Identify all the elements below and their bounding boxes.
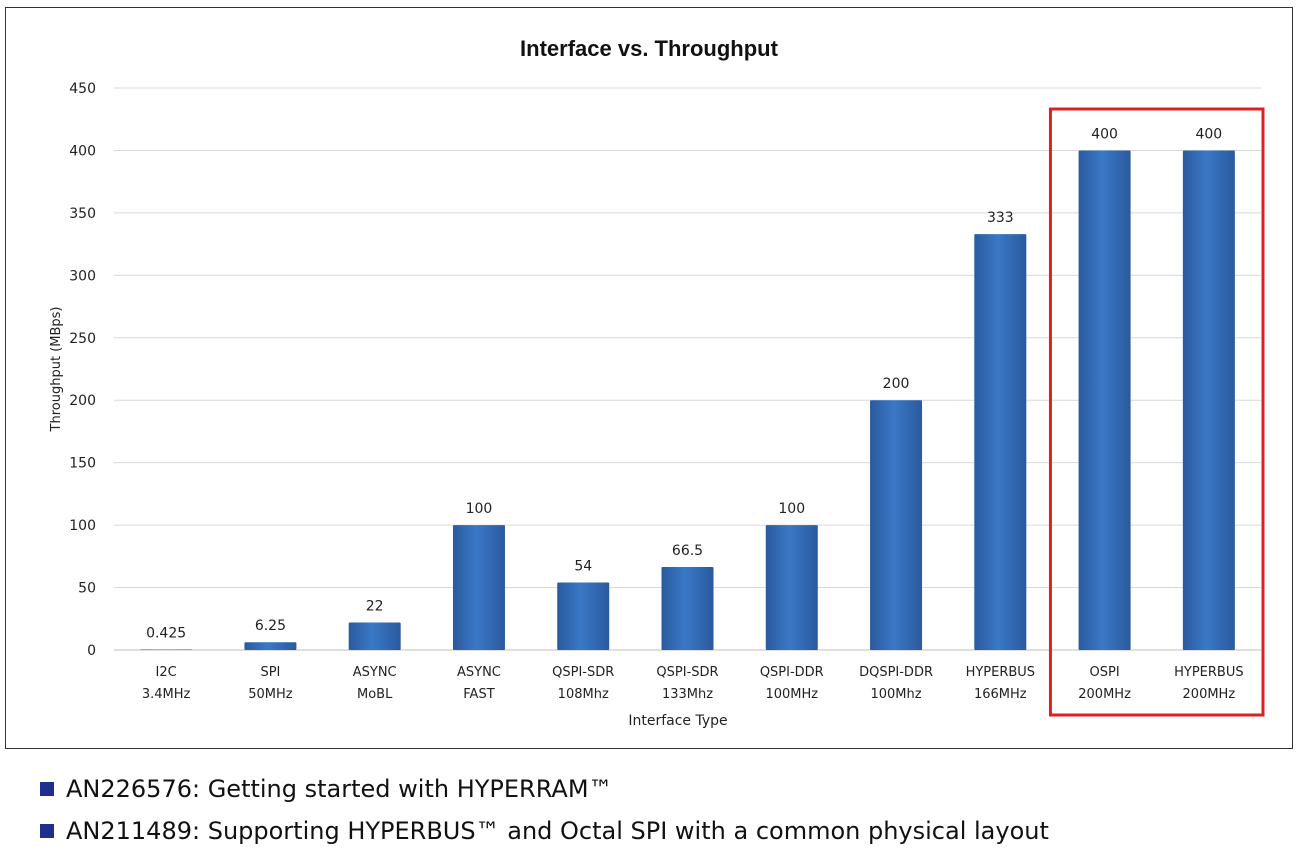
x-tick-label: I2C (156, 665, 177, 680)
bar (765, 525, 818, 650)
data-label: 22 (366, 599, 384, 615)
x-tick-label: 200MHz (1078, 687, 1131, 702)
x-tick-label: 50MHz (248, 687, 293, 702)
reference-item: AN211489: Supporting HYPERBUS™ and Octal… (40, 810, 1280, 852)
x-tick-label: 133Mhz (662, 687, 713, 702)
reference-item: AN226576: Getting started with HYPERRAM™ (40, 768, 1280, 810)
x-tick-label: 200MHz (1183, 687, 1236, 702)
x-tick-label: QSPI-DDR (760, 665, 824, 680)
bar (557, 582, 610, 650)
x-tick-label: 100MHz (765, 687, 818, 702)
x-tick-label: ASYNC (457, 665, 501, 680)
x-tick-label: HYPERBUS (1174, 665, 1244, 680)
bar (452, 525, 505, 650)
data-label: 400 (1195, 126, 1222, 142)
y-tick-label: 250 (69, 331, 96, 347)
data-label: 54 (574, 559, 592, 575)
x-tick-label: SPI (260, 665, 280, 680)
reference-text: AN226576: Getting started with HYPERRAM™ (66, 775, 613, 803)
x-tick-label: QSPI-SDR (552, 665, 614, 680)
x-tick-label: HYPERBUS (966, 665, 1036, 680)
x-tick-label: DQSPI-DDR (859, 665, 933, 680)
chart-title: Interface vs. Throughput (520, 36, 779, 61)
reference-list: AN226576: Getting started with HYPERRAM™… (40, 768, 1280, 852)
data-label: 0.425 (146, 625, 186, 641)
square-bullet-icon (40, 824, 54, 838)
y-tick-label: 100 (69, 518, 96, 534)
data-label: 100 (778, 501, 805, 517)
bar-chart: Interface vs. Throughput 0 50 100 150 200 250 3… (49, 36, 1265, 729)
y-tick-label: 450 (69, 81, 96, 97)
x-tick-label: ASYNC (353, 665, 397, 680)
bar (1078, 150, 1131, 650)
bar (244, 642, 297, 650)
x-tick-label: 100Mhz (870, 687, 921, 702)
data-label: 66.5 (672, 543, 703, 559)
square-bullet-icon (40, 782, 54, 796)
x-tick-label: MoBL (357, 687, 393, 702)
y-tick-label: 0 (87, 643, 96, 659)
highlight-box (1048, 107, 1265, 717)
y-tick-label: 300 (69, 268, 96, 284)
data-label: 333 (987, 210, 1014, 226)
bar (974, 234, 1027, 650)
data-label: 100 (466, 501, 493, 517)
bar (348, 622, 401, 650)
y-tick-label: 350 (69, 206, 96, 222)
y-tick-label: 200 (69, 393, 96, 409)
data-label: 200 (883, 376, 910, 392)
data-label: 400 (1091, 126, 1118, 142)
y-tick-label: 150 (69, 456, 96, 472)
x-tick-label: OSPI (1090, 665, 1120, 680)
y-axis-label: Throughput (MBps) (49, 307, 64, 433)
bar (870, 400, 923, 650)
data-label: 6.25 (255, 618, 286, 634)
bar (1182, 150, 1235, 650)
bar (140, 649, 193, 650)
x-tick-label: 108Mhz (558, 687, 609, 702)
x-tick-label: FAST (463, 687, 494, 702)
y-tick-label: 50 (78, 581, 96, 597)
y-tick-label: 400 (69, 143, 96, 159)
chart-frame: Interface vs. Throughput 0 50 100 150 200 250 3… (5, 7, 1293, 749)
bar (661, 566, 714, 650)
x-tick-label: 3.4MHz (142, 687, 191, 702)
x-tick-label: QSPI-SDR (656, 665, 718, 680)
x-axis-label: Interface Type (628, 713, 727, 729)
reference-text: AN211489: Supporting HYPERBUS™ and Octal… (66, 817, 1049, 845)
x-tick-label: 166MHz (974, 687, 1027, 702)
